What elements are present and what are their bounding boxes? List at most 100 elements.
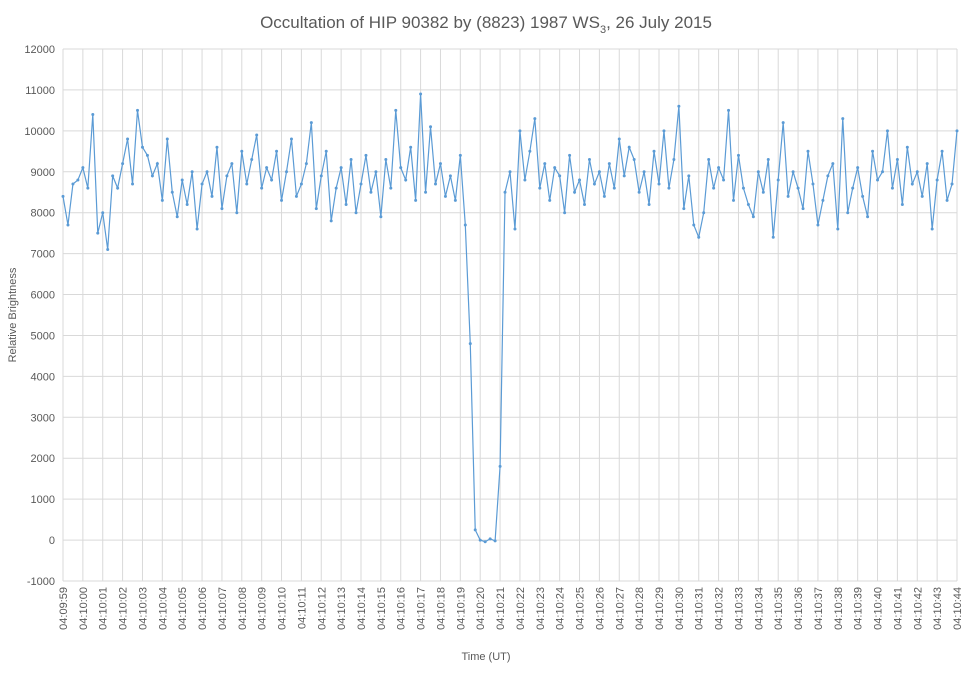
point (106, 248, 110, 252)
x-tick-label: 04:10:31 (694, 587, 706, 630)
point (503, 190, 507, 194)
y-tick-label: 10000 (24, 126, 55, 138)
point (940, 149, 944, 153)
x-tick-label: 04:10:40 (873, 587, 885, 630)
y-tick-label: 0 (49, 535, 55, 547)
point (950, 182, 954, 186)
point (846, 211, 850, 215)
y-axis-label: Relative Brightness (7, 267, 19, 362)
point (488, 537, 492, 541)
point (453, 198, 457, 202)
point (821, 198, 825, 202)
point (736, 153, 740, 157)
point (771, 235, 775, 239)
point (389, 186, 393, 190)
point (816, 223, 820, 227)
point (443, 194, 447, 198)
x-axis-label: Time (UT) (461, 651, 510, 663)
point (707, 157, 711, 161)
x-tick-label: 04:10:23 (535, 587, 547, 630)
y-tick-label: 12000 (24, 44, 55, 56)
point (91, 112, 95, 116)
point (155, 162, 159, 166)
x-tick-label: 04:10:08 (237, 587, 249, 630)
point (165, 137, 169, 141)
point (781, 121, 785, 125)
point (746, 203, 750, 207)
point (836, 227, 840, 231)
y-tick-label: 3000 (31, 412, 55, 424)
x-tick-label: 04:10:36 (793, 587, 805, 630)
x-tick-label: 04:10:00 (78, 587, 90, 630)
point (131, 182, 135, 186)
point (518, 129, 522, 133)
point (573, 190, 577, 194)
point (434, 182, 437, 186)
point (409, 145, 413, 149)
x-tick-label: 04:10:04 (157, 587, 169, 630)
point (597, 170, 601, 174)
x-tick-label: 04:10:27 (614, 587, 626, 630)
y-tick-label: -1000 (27, 576, 55, 588)
point (945, 198, 949, 202)
point (285, 170, 288, 174)
point (885, 129, 889, 133)
point (910, 182, 914, 186)
x-tick-label: 04:10:20 (475, 587, 487, 630)
point (230, 162, 234, 166)
point (786, 194, 790, 198)
title-subscript: 3 (600, 24, 606, 36)
x-tick-label: 04:10:09 (257, 587, 269, 630)
y-tick-label: 1000 (31, 494, 55, 506)
point (508, 170, 512, 174)
y-tick-label: 11000 (25, 85, 55, 97)
point (61, 194, 65, 198)
point (732, 198, 735, 202)
point (895, 157, 899, 161)
point (811, 182, 815, 186)
point (309, 121, 313, 125)
x-tick-label: 04:10:43 (932, 587, 944, 630)
point (205, 170, 209, 174)
point (314, 207, 318, 211)
point (612, 186, 616, 190)
x-tick-label: 04:10:07 (217, 587, 229, 630)
x-tick-label: 04:10:26 (594, 587, 606, 630)
point (404, 178, 408, 182)
point (498, 464, 502, 468)
point (339, 166, 343, 170)
point (866, 215, 870, 219)
point (160, 198, 164, 202)
point (210, 194, 214, 198)
point (319, 174, 323, 178)
x-tick-label: 04:10:17 (416, 587, 428, 630)
point (96, 231, 100, 235)
point (81, 166, 85, 170)
x-tick-label: 04:10:28 (634, 587, 646, 630)
point (349, 157, 353, 161)
x-tick-label: 04:10:06 (197, 587, 209, 630)
point (275, 149, 279, 153)
x-tick-label: 04:10:10 (277, 587, 289, 630)
point (458, 153, 462, 157)
point (935, 178, 939, 182)
point (394, 108, 398, 112)
series-line (62, 93, 958, 543)
y-tick-label: 9000 (31, 167, 55, 179)
y-tick-label: 5000 (31, 330, 55, 342)
point (890, 186, 894, 190)
point (652, 149, 656, 153)
title-main: Occultation of HIP 90382 by (8823) 1987 … (260, 13, 600, 32)
point (280, 198, 284, 202)
point (478, 538, 482, 542)
point (111, 174, 115, 178)
point (175, 215, 179, 219)
point (260, 186, 264, 190)
point (578, 178, 582, 182)
point (692, 223, 696, 227)
point (871, 149, 875, 153)
point (687, 174, 691, 178)
x-tick-label: 04:10:30 (674, 587, 686, 630)
point (354, 211, 358, 215)
point (424, 190, 428, 194)
